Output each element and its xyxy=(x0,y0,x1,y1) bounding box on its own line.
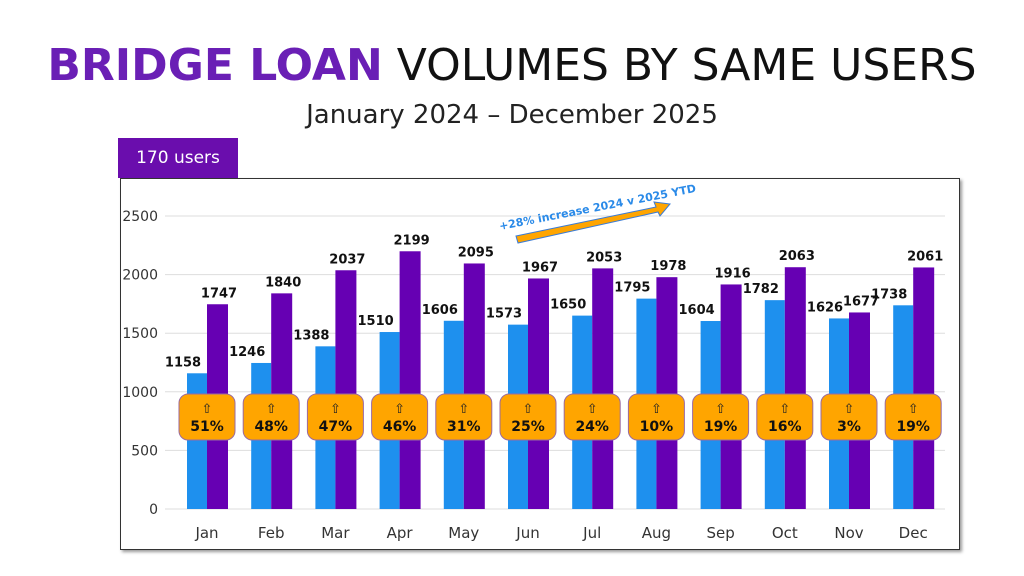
growth-badge xyxy=(627,393,685,441)
x-tick-label: Dec xyxy=(899,524,928,542)
y-tick-label: 500 xyxy=(131,443,158,459)
growth-label: 10% xyxy=(640,419,674,435)
users-badge: 170 users xyxy=(118,138,238,178)
data-label-2025: 2037 xyxy=(329,252,365,267)
data-label-2024: 1795 xyxy=(614,281,650,296)
data-label-2024: 1246 xyxy=(229,345,265,360)
data-label-2025: 1978 xyxy=(650,259,686,274)
data-label-2024: 1782 xyxy=(743,282,779,297)
data-label-2025: 1916 xyxy=(715,266,751,281)
y-tick-label: 1500 xyxy=(122,326,158,342)
growth-badge xyxy=(306,393,364,441)
growth-label: 47% xyxy=(319,419,353,435)
data-label-2024: 1158 xyxy=(165,355,201,370)
growth-badge xyxy=(563,393,621,441)
data-label-2025: 1677 xyxy=(843,294,879,309)
up-arrow-icon: ⇧ xyxy=(908,402,919,417)
growth-label: 24% xyxy=(575,419,609,435)
data-label-2024: 1650 xyxy=(550,298,586,313)
up-arrow-icon: ⇧ xyxy=(458,402,469,417)
growth-label: 3% xyxy=(837,419,861,435)
data-label-2024: 1510 xyxy=(358,314,394,329)
y-tick-label: 1000 xyxy=(122,385,158,401)
x-tick-label: Apr xyxy=(387,524,414,542)
bar-2025 xyxy=(463,263,485,509)
x-tick-label: Oct xyxy=(772,524,798,542)
up-arrow-icon: ⇧ xyxy=(330,402,341,417)
growth-badge xyxy=(692,393,750,441)
chart-title: BRIDGE LOAN VOLUMES BY SAME USERS xyxy=(0,40,1024,91)
data-label-2024: 1626 xyxy=(807,300,843,315)
up-arrow-icon: ⇧ xyxy=(587,402,598,417)
growth-badge xyxy=(178,393,236,441)
growth-badge xyxy=(884,393,942,441)
data-label-2024: 1604 xyxy=(679,303,715,318)
growth-label: 16% xyxy=(768,419,802,435)
growth-badge xyxy=(820,393,878,441)
y-tick-label: 2000 xyxy=(122,268,158,284)
title-rest: VOLUMES BY SAME USERS xyxy=(396,40,977,91)
growth-label: 46% xyxy=(383,419,417,435)
up-arrow-icon: ⇧ xyxy=(779,402,790,417)
growth-label: 19% xyxy=(896,419,930,435)
up-arrow-icon: ⇧ xyxy=(844,402,855,417)
up-arrow-icon: ⇧ xyxy=(266,402,277,417)
growth-badge xyxy=(371,393,429,441)
x-tick-label: Jul xyxy=(582,524,601,542)
data-label-2025: 2095 xyxy=(458,245,494,260)
chart-subtitle: January 2024 – December 2025 xyxy=(306,100,718,130)
data-label-2025: 2061 xyxy=(907,249,943,264)
growth-badge xyxy=(435,393,493,441)
plot-frame xyxy=(120,178,960,550)
data-label-2025: 1967 xyxy=(522,260,558,275)
x-tick-label: Jun xyxy=(515,524,539,542)
data-label-2025: 2063 xyxy=(779,249,815,264)
up-arrow-icon: ⇧ xyxy=(715,402,726,417)
bar-2025 xyxy=(913,267,935,509)
y-tick-label: 0 xyxy=(149,502,158,518)
x-tick-label: Nov xyxy=(834,524,863,542)
data-label-2025: 1747 xyxy=(201,286,237,301)
data-label-2024: 1388 xyxy=(293,328,329,343)
bar-2025 xyxy=(399,251,421,509)
growth-label: 51% xyxy=(190,419,224,435)
growth-badge xyxy=(499,393,557,441)
data-label-2024: 1573 xyxy=(486,307,522,322)
growth-label: 19% xyxy=(704,419,738,435)
x-tick-label: Mar xyxy=(321,524,350,542)
data-label-2025: 2053 xyxy=(586,250,622,265)
up-arrow-icon: ⇧ xyxy=(523,402,534,417)
growth-label: 31% xyxy=(447,419,481,435)
y-tick-label: 2500 xyxy=(122,209,158,225)
bar-2025 xyxy=(335,270,357,509)
trend-arrow xyxy=(515,201,671,244)
bar-2025 xyxy=(784,267,806,509)
up-arrow-icon: ⇧ xyxy=(651,402,662,417)
title-highlight: BRIDGE LOAN xyxy=(47,40,383,91)
data-label-2025: 2199 xyxy=(394,233,430,248)
growth-label: 25% xyxy=(511,419,545,435)
x-tick-label: May xyxy=(448,524,479,542)
growth-badge xyxy=(756,393,814,441)
data-label-2025: 1840 xyxy=(265,275,301,290)
x-tick-label: Feb xyxy=(258,524,285,542)
data-label-2024: 1738 xyxy=(871,287,907,302)
bar-2025 xyxy=(656,277,678,509)
growth-label: 48% xyxy=(254,419,288,435)
x-tick-label: Aug xyxy=(642,524,671,542)
data-label-2024: 1606 xyxy=(422,303,458,318)
x-tick-label: Jan xyxy=(194,524,218,542)
bar-2025 xyxy=(592,268,614,509)
growth-badge xyxy=(242,393,300,441)
x-tick-label: Sep xyxy=(706,524,734,542)
up-arrow-icon: ⇧ xyxy=(394,402,405,417)
up-arrow-icon: ⇧ xyxy=(202,402,213,417)
